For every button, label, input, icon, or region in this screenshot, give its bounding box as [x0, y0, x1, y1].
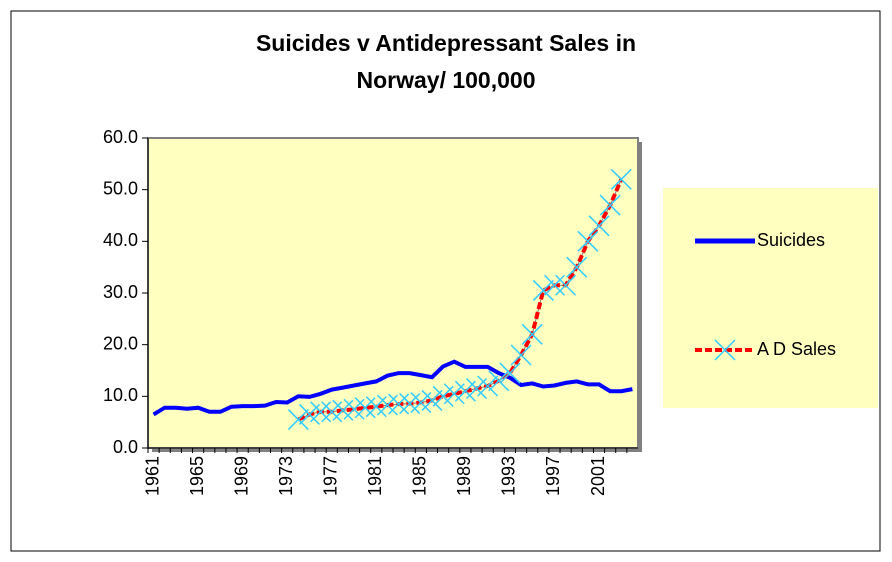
legend-box [663, 188, 878, 408]
y-tick-label: 30.0 [103, 282, 138, 302]
marker [510, 344, 532, 366]
y-tick-label: 50.0 [103, 178, 138, 198]
marker [310, 401, 332, 423]
x-tick-label: 1973 [276, 456, 296, 496]
legend-label: A D Sales [757, 339, 836, 359]
x-tick-label: 2001 [588, 456, 608, 496]
marker [399, 393, 421, 415]
marker [332, 399, 354, 421]
marker [543, 274, 566, 296]
legend-label: Suicides [757, 230, 825, 250]
x-tick-label: 1997 [543, 456, 563, 496]
marker [588, 215, 610, 237]
x-tick-label: 1981 [365, 456, 385, 496]
marker [577, 230, 599, 252]
marker [488, 370, 510, 392]
marker [354, 397, 376, 419]
marker [555, 274, 577, 296]
x-tick-label: 1965 [187, 456, 207, 496]
y-tick-label: 60.0 [103, 127, 138, 147]
x-tick-label: 1985 [410, 456, 430, 496]
marker [477, 375, 499, 397]
plot-area [147, 137, 639, 449]
marker [376, 394, 398, 416]
marker [532, 279, 554, 301]
chart-title: Suicides v Antidepressant Sales in Norway… [256, 30, 636, 93]
y-tick-label: 20.0 [103, 333, 138, 353]
marker [499, 362, 521, 384]
x-tick-label: 1993 [499, 456, 519, 496]
y-tick-label: 0.0 [113, 437, 138, 457]
marker [521, 323, 543, 345]
marker [287, 409, 309, 431]
x-tick-label: 1989 [454, 456, 474, 496]
marker [388, 393, 410, 415]
series-line [297, 178, 624, 422]
marker [610, 168, 632, 190]
legend-marker [714, 339, 736, 361]
marker [599, 194, 621, 216]
marker [421, 389, 443, 411]
y-tick-label: 10.0 [103, 385, 138, 405]
x-tick-label: 1961 [142, 456, 162, 496]
series-line [152, 359, 633, 417]
x-tick-label: 1977 [321, 456, 341, 496]
x-tick-label: 1969 [231, 456, 251, 496]
y-tick-label: 40.0 [103, 230, 138, 250]
marker [566, 256, 588, 278]
